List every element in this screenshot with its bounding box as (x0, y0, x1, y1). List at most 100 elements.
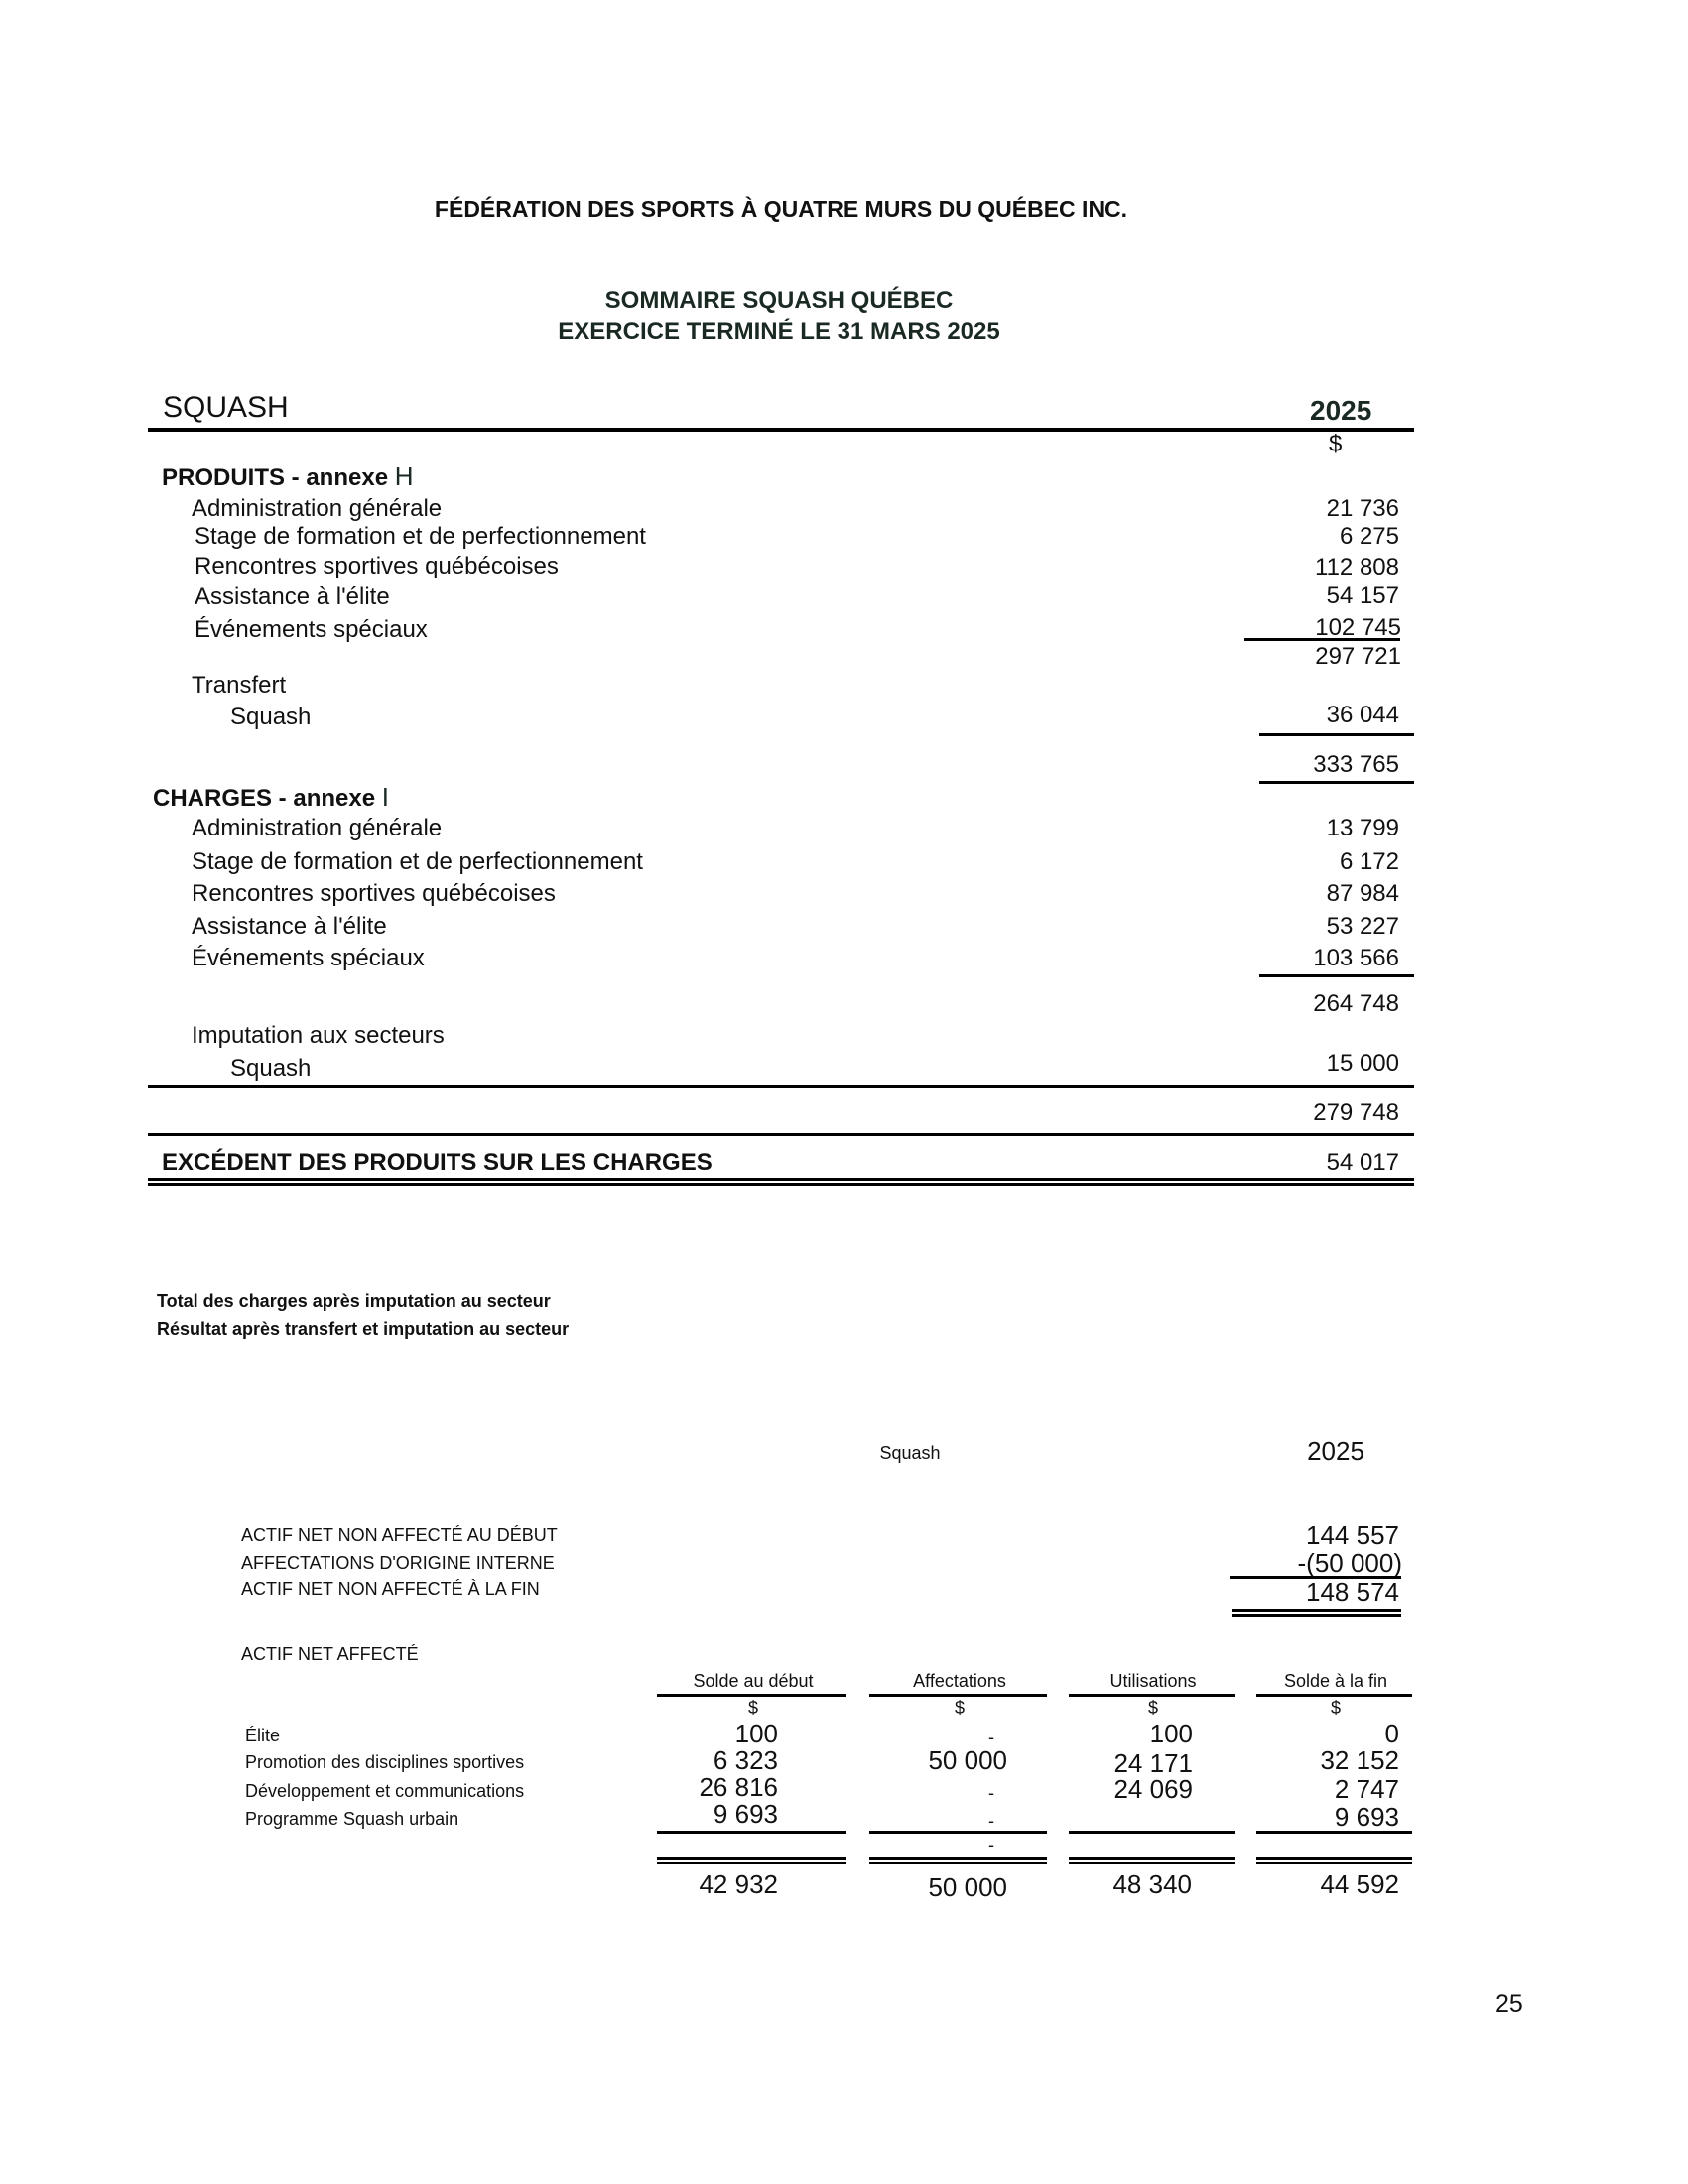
charges-item-label: Assistance à l'élite (192, 913, 387, 940)
cell: 32 152 (1320, 1745, 1399, 1775)
cell: 9 693 (1334, 1802, 1399, 1832)
produits-item-value: 21 736 (1326, 495, 1399, 522)
currency-label: $ (747, 1698, 759, 1718)
excess-label: EXCÉDENT DES PRODUITS SUR LES CHARGES (162, 1149, 713, 1176)
produits-item-value: 102 745 (1315, 614, 1401, 641)
section-title: SQUASH (163, 391, 289, 424)
transfer-item-value: 36 044 (1326, 702, 1399, 728)
unrestricted-label: ACTIF NET NON AFFECTÉ À LA FIN (241, 1579, 540, 1599)
cell: 100 (734, 1719, 778, 1748)
charges-item-value: 87 984 (1326, 880, 1399, 907)
column-header: Solde à la fin (1283, 1671, 1388, 1691)
double-underline (148, 1178, 1414, 1186)
charges-subtotal: 264 748 (1313, 990, 1399, 1017)
charges-item-label: Rencontres sportives québécoises (192, 880, 556, 907)
double-underline (1232, 1609, 1401, 1617)
net-assets-column-label: Squash (879, 1443, 941, 1463)
currency-label: $ (954, 1698, 966, 1718)
cell: 24 069 (1113, 1774, 1193, 1804)
restricted-row-label: Développement et communications (245, 1781, 525, 1801)
charges-item-value: 103 566 (1313, 945, 1399, 971)
imputation-item-label: Squash (230, 1055, 312, 1082)
note-line: Résultat après transfert et imputation a… (157, 1319, 570, 1339)
divider (1256, 1694, 1412, 1697)
charges-item-label: Stage de formation et de perfectionnemen… (192, 848, 643, 875)
cell: - (988, 1835, 994, 1855)
double-underline (657, 1857, 846, 1864)
cell: - (988, 1811, 994, 1831)
double-underline (869, 1857, 1047, 1864)
unrestricted-value: -(50 000) (1297, 1548, 1403, 1578)
divider (657, 1831, 846, 1834)
currency-label: $ (1329, 431, 1343, 457)
restricted-row-label: Programme Squash urbain (245, 1809, 459, 1829)
produits-item-label: Administration générale (192, 495, 443, 522)
charges-item-value: 53 227 (1326, 913, 1399, 940)
cell: 100 (1149, 1719, 1193, 1748)
column-header: Affectations (913, 1671, 1006, 1691)
net-assets-year: 2025 (1307, 1436, 1364, 1466)
unrestricted-label: ACTIF NET NON AFFECTÉ AU DÉBUT (241, 1525, 558, 1545)
column-header: Utilisations (1109, 1671, 1197, 1691)
cell: 9 693 (713, 1799, 778, 1829)
divider (869, 1694, 1047, 1697)
cell: - (988, 1728, 994, 1747)
divider (1259, 974, 1414, 977)
column-total: 50 000 (928, 1872, 1007, 1902)
cell: 24 171 (1113, 1748, 1193, 1778)
column-total: 48 340 (1112, 1869, 1192, 1899)
transfer-label: Transfert (192, 672, 287, 699)
currency-label: $ (1330, 1698, 1342, 1718)
divider (1259, 781, 1414, 784)
cell: 6 323 (713, 1745, 778, 1775)
divider (1069, 1831, 1235, 1834)
column-total: 44 592 (1320, 1869, 1399, 1899)
produits-total: 333 765 (1313, 751, 1399, 778)
cell: 2 747 (1334, 1774, 1399, 1804)
divider (148, 1133, 1414, 1136)
excess-value: 54 017 (1326, 1149, 1399, 1176)
produits-heading-text: PRODUITS - annexe (162, 464, 395, 491)
document-title: SOMMAIRE SQUASH QUÉBEC (604, 287, 954, 314)
divider (1230, 1576, 1401, 1579)
charges-annex: I (381, 782, 389, 812)
page-number: 25 (1495, 1991, 1523, 2018)
produits-heading: PRODUITS - annexe H (162, 461, 414, 491)
produits-item-value: 54 157 (1326, 582, 1399, 609)
produits-item-label: Assistance à l'élite (195, 583, 390, 610)
unrestricted-value: 148 574 (1306, 1577, 1399, 1606)
currency-label: $ (1147, 1698, 1159, 1718)
divider (148, 428, 1414, 432)
subtotal-line (1244, 638, 1400, 641)
restricted-heading: ACTIF NET AFFECTÉ (241, 1644, 419, 1664)
divider (869, 1831, 1047, 1834)
charges-heading: CHARGES - annexe I (153, 782, 389, 812)
imputation-label: Imputation aux secteurs (192, 1022, 445, 1049)
unrestricted-label: AFFECTATIONS D'ORIGINE INTERNE (241, 1553, 555, 1573)
divider (148, 1085, 1414, 1088)
imputation-item-value: 15 000 (1326, 1050, 1399, 1077)
column-total: 42 932 (699, 1869, 778, 1899)
produits-item-value: 112 808 (1315, 554, 1399, 580)
produits-item-label: Stage de formation et de perfectionnemen… (195, 523, 646, 550)
charges-item-label: Événements spéciaux (192, 945, 425, 971)
column-header: Solde au début (693, 1671, 814, 1691)
double-underline (1069, 1857, 1235, 1864)
produits-annex: H (394, 461, 414, 491)
document-subtitle: EXERCICE TERMINÉ LE 31 MARS 2025 (558, 319, 1000, 345)
note-line: Total des charges après imputation au se… (157, 1291, 551, 1311)
produits-subtotal: 297 721 (1315, 643, 1401, 670)
divider (657, 1694, 846, 1697)
cell: 26 816 (699, 1772, 778, 1802)
restricted-row-label: Promotion des disciplines sportives (245, 1752, 525, 1772)
divider (1069, 1694, 1235, 1697)
charges-heading-text: CHARGES - annexe (153, 785, 382, 812)
produits-item-label: Rencontres sportives québécoises (195, 553, 559, 579)
divider (1256, 1831, 1412, 1834)
produits-item-value: 6 275 (1339, 523, 1399, 550)
charges-total: 279 748 (1313, 1099, 1399, 1126)
cell: 0 (1384, 1719, 1399, 1748)
cell: - (988, 1783, 994, 1803)
cell: 50 000 (928, 1745, 1007, 1775)
organization-name: FÉDÉRATION DES SPORTS À QUATRE MURS DU Q… (434, 196, 1128, 222)
